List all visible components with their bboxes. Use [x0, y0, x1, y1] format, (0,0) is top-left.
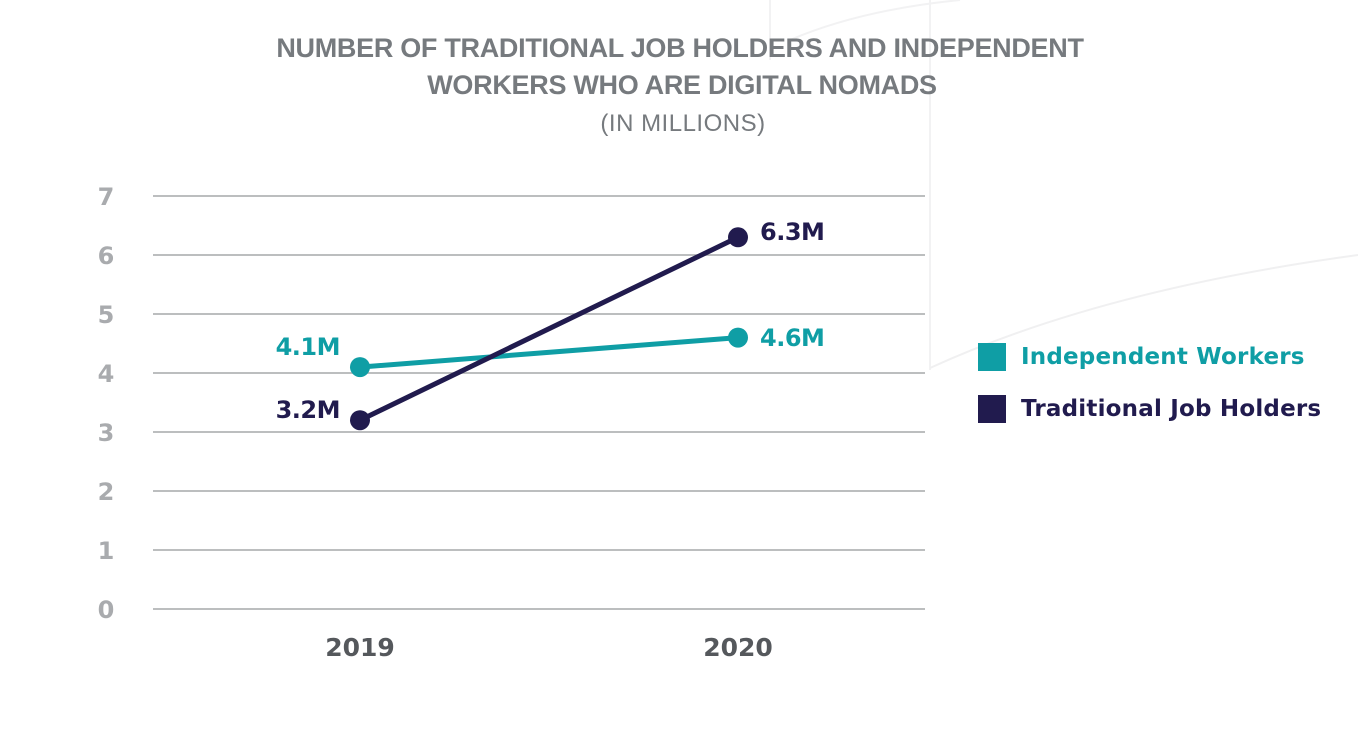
x-axis-ticks: 2019 2020	[325, 633, 773, 662]
legend-swatch-traditional-job-holders	[978, 395, 1006, 423]
y-tick-label: 7	[98, 183, 115, 211]
y-axis-ticks: 0 1 2 3 4 5 6 7	[98, 183, 115, 624]
data-label: 4.6M	[760, 324, 824, 352]
x-tick-label: 2020	[703, 633, 773, 662]
y-tick-label: 1	[98, 537, 115, 565]
data-label: 4.1M	[276, 333, 340, 361]
y-tick-label: 2	[98, 478, 115, 506]
data-labels: 4.1M 4.6M 3.2M 6.3M	[276, 218, 825, 424]
y-tick-label: 4	[98, 360, 115, 388]
legend-item-independent-workers[interactable]: Independent Workers	[978, 342, 1321, 372]
chart-title-line-1: NUMBER OF TRADITIONAL JOB HOLDERS AND IN…	[276, 33, 1084, 63]
data-point[interactable]	[728, 327, 748, 348]
legend: Independent Workers Traditional Job Hold…	[978, 342, 1321, 446]
data-point[interactable]	[350, 357, 370, 378]
legend-item-traditional-job-holders[interactable]: Traditional Job Holders	[978, 394, 1321, 424]
y-tick-label: 0	[98, 596, 115, 624]
series-points	[350, 227, 748, 431]
series-line-traditional-job-holders	[357, 234, 741, 423]
series-line-independent-workers	[357, 335, 741, 370]
chart-subtitle: (IN MILLIONS)	[600, 110, 766, 137]
legend-swatch-independent-workers	[978, 343, 1006, 371]
y-tick-label: 5	[98, 301, 115, 329]
legend-label: Independent Workers	[1021, 344, 1305, 370]
data-point[interactable]	[728, 227, 748, 248]
data-label: 6.3M	[760, 218, 824, 246]
gridlines	[153, 195, 925, 610]
chart-title-line-2: WORKERS WHO ARE DIGITAL NOMADS	[427, 70, 937, 100]
y-tick-label: 3	[98, 419, 115, 447]
data-label: 3.2M	[276, 396, 340, 424]
series-lines	[357, 234, 741, 423]
y-tick-label: 6	[98, 242, 115, 270]
data-point[interactable]	[350, 410, 370, 431]
x-tick-label: 2019	[325, 633, 395, 662]
legend-label: Traditional Job Holders	[1021, 396, 1322, 422]
